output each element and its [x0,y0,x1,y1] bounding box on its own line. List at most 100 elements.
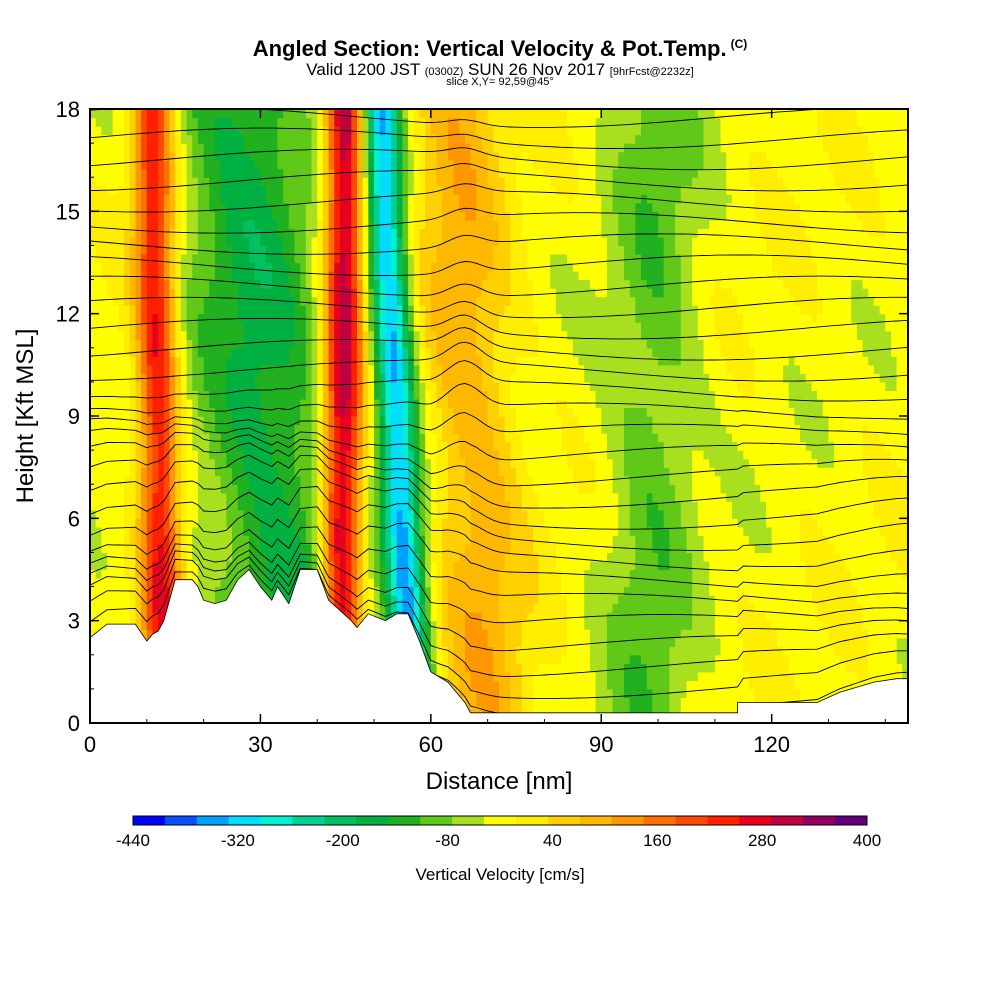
field-cell [425,177,432,187]
field-cell [374,612,381,622]
field-cell [158,143,165,153]
field-cell [351,586,358,596]
field-cell [180,109,188,119]
field-cell [135,518,142,528]
field-cell [283,364,290,374]
field-cell [374,339,381,349]
field-cell [158,219,165,229]
field-cell [152,185,159,195]
field-cell [396,441,404,451]
field-cell [186,552,193,562]
field-cell [476,151,483,161]
field-cell [237,143,244,153]
field-cell [209,450,216,460]
field-cell [95,381,102,392]
field-cell [334,458,341,468]
field-cell [124,228,131,238]
field-cell [288,501,296,511]
field-cell [328,330,335,340]
field-cell [328,185,335,195]
field-cell [197,458,205,468]
field-cell [328,467,335,477]
field-cell [124,109,131,119]
field-cell [328,381,335,392]
field-cell [328,296,335,306]
field-cell [260,373,267,383]
field-cell [464,253,472,264]
field-cell [129,262,137,272]
field-cell [379,578,386,588]
field-cell [197,279,205,289]
field-cell [317,305,324,315]
field-cell [436,501,443,511]
field-cell [220,168,227,178]
field-cell [345,279,352,289]
field-cell [249,492,256,502]
field-cell [175,398,182,409]
field-cell [425,484,432,494]
field-cell [425,433,432,443]
field-cell [408,518,415,528]
field-cell [203,202,210,212]
field-cell [425,228,432,238]
field-cell [425,492,432,502]
field-cell [305,288,313,298]
field-cell [362,305,369,315]
field-cell [305,441,313,451]
field-cell [374,347,381,357]
field-cell [430,560,438,571]
field-cell [459,151,466,161]
field-cell [152,160,159,170]
field-cell [356,245,364,255]
field-cell [175,296,182,306]
field-cell [283,373,290,383]
field-cell [356,543,364,554]
field-cell [391,560,398,571]
field-cell [249,441,256,451]
field-cell [95,552,102,562]
field-cell [118,518,125,528]
field-cell [345,245,352,255]
field-cell [356,134,364,144]
field-cell [396,603,404,613]
field-cell [288,313,296,323]
field-cell [447,475,455,485]
field-cell [436,143,443,153]
field-cell [107,288,114,298]
field-cell [334,109,341,119]
field-cell [345,253,352,264]
field-cell [112,322,119,332]
field-cell [266,501,273,511]
field-cell [266,177,273,187]
field-cell [169,407,176,417]
field-cell [283,552,290,562]
field-cell [294,253,301,264]
field-cell [271,330,279,340]
field-cell [129,509,137,519]
field-cell [362,168,369,178]
field-cell [152,253,159,264]
field-cell [203,364,210,374]
field-cell [368,509,375,519]
field-cell [277,288,284,298]
field-cell [481,501,489,511]
field-cell [95,535,102,545]
field-cell [254,373,262,383]
field-cell [158,398,165,409]
field-cell [169,151,176,161]
field-cell [118,219,125,229]
field-cell [379,381,386,392]
field-cell [141,202,148,212]
field-cell [192,347,199,357]
field-cell [214,236,222,247]
field-cell [311,126,318,136]
field-cell [413,143,421,153]
field-cell [220,526,227,536]
field-cell [249,390,256,400]
field-cell [163,253,171,264]
field-cell [203,398,210,409]
field-cell [180,390,188,400]
field-cell [368,398,375,409]
field-cell [305,168,313,178]
field-cell [317,168,324,178]
